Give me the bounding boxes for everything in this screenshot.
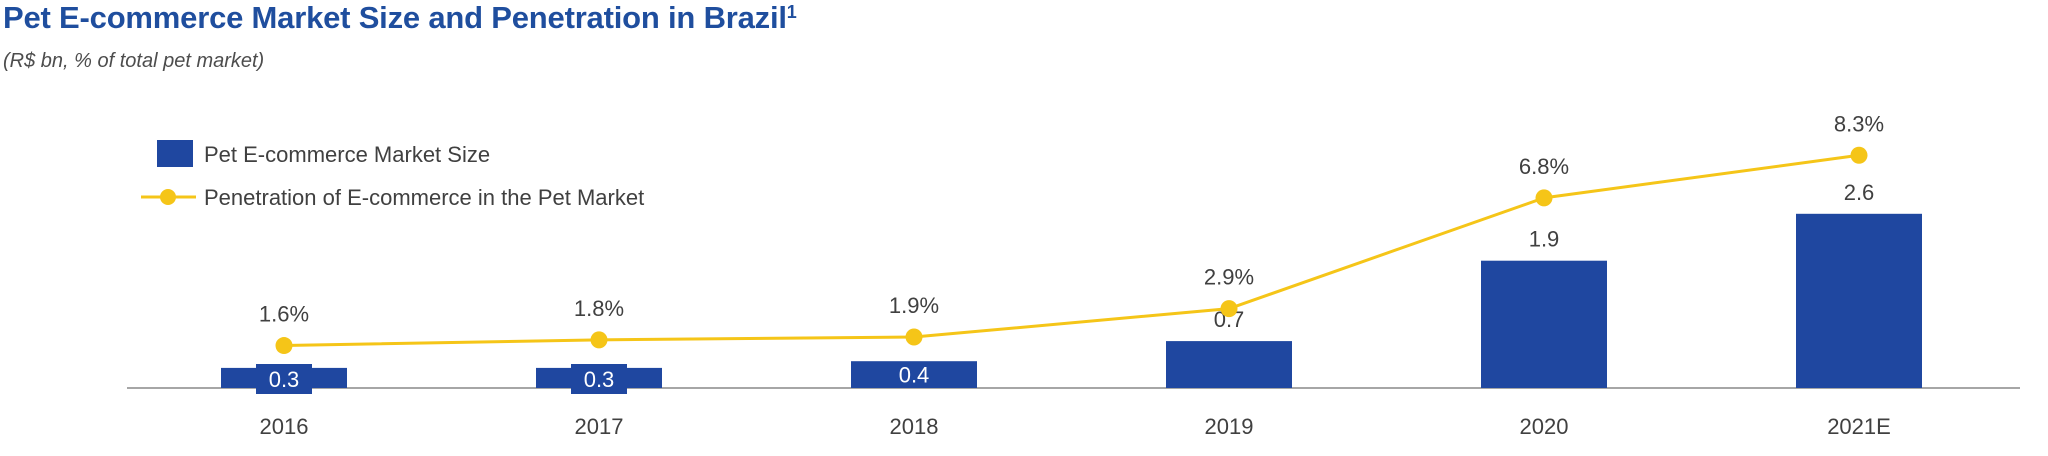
bar-2021E [1796,213,1922,388]
x-tick-label-2017: 2017 [575,414,624,439]
chart-title: Pet E-commerce Market Size and Penetrati… [3,0,797,36]
bar-label-bg-2017 [571,364,627,394]
bar-label-2020: 1.9 [1529,227,1560,252]
line-label-2016: 1.6% [259,302,309,327]
penetration-line [283,153,1860,348]
legend-bar-swatch [157,140,193,167]
plot-area: 0.320160.320170.420180.720191.920202.620… [127,111,2020,439]
legend-line-marker [160,189,176,205]
line-point-2017 [590,331,608,349]
bar-label-2021E: 2.6 [1844,180,1875,205]
legend: Pet E-commerce Market Size Penetration o… [141,140,644,210]
line-point-2021E [1850,146,1868,164]
line-point-2016 [275,337,293,355]
line-point-2020 [1535,189,1553,207]
bar-2018 [851,361,977,388]
bar-2019 [1166,341,1292,388]
x-tick-label-2016: 2016 [260,414,309,439]
chart-title-text: Pet E-commerce Market Size and Penetrati… [3,0,787,35]
legend-bar-label: Pet E-commerce Market Size [204,142,490,167]
line-label-2017: 1.8% [574,296,624,321]
bar-label-bg-2016 [256,364,312,394]
bar-2020 [1481,260,1607,388]
title-footnote-marker: 1 [786,2,797,22]
line-label-2019: 2.9% [1204,265,1254,290]
x-tick-label-2021E: 2021E [1827,414,1891,439]
x-tick-label-2020: 2020 [1520,414,1569,439]
legend-line-label: Penetration of E-commerce in the Pet Mar… [204,185,644,210]
x-tick-label-2018: 2018 [890,414,939,439]
chart-subtitle: (R$ bn, % of total pet market) [3,50,265,72]
x-tick-label-2019: 2019 [1205,414,1254,439]
bar-label-2016: 0.3 [269,367,300,392]
line-point-2018 [905,328,923,346]
bar-label-2018: 0.4 [899,363,930,388]
line-label-2018: 1.9% [889,293,939,318]
line-label-2021E: 8.3% [1834,111,1884,136]
bar-label-2017: 0.3 [584,367,615,392]
line-point-2019 [1220,300,1238,318]
line-label-2020: 6.8% [1519,154,1569,179]
